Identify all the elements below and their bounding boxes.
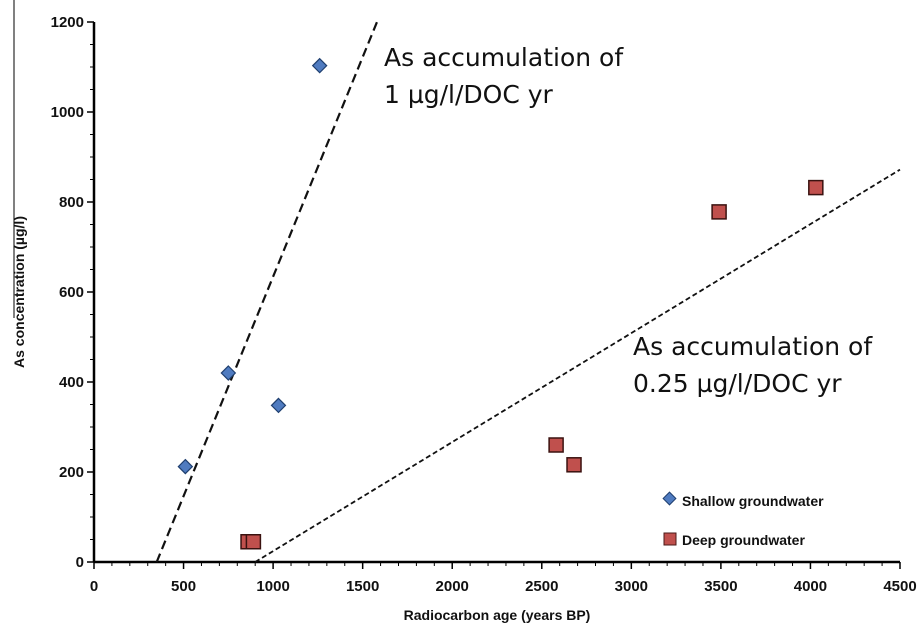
ref-line-2-label-line1: As accumulation of	[633, 332, 873, 361]
y-tick-label: 0	[76, 554, 84, 571]
shallow-groundwater-point	[220, 365, 237, 381]
x-tick-label: 3500	[704, 578, 737, 595]
deep-groundwater-point	[711, 204, 727, 220]
x-axis-label: Radiocarbon age (years BP)	[404, 607, 591, 623]
x-tick-label: 2000	[436, 578, 469, 595]
reference-line-2	[254, 168, 901, 563]
x-tick-label: 4000	[794, 578, 827, 595]
shallow-groundwater-point	[177, 458, 194, 475]
deep-groundwater-point	[548, 437, 564, 453]
x-tick-label: 0	[90, 578, 98, 595]
x-tick-label: 2500	[525, 578, 558, 595]
shallow-groundwater-point	[311, 57, 328, 74]
y-tick-label: 1000	[51, 104, 84, 121]
reference-line-1	[155, 21, 379, 563]
y-tick-label: 200	[59, 464, 84, 481]
legend-deep-label: Deep groundwater	[682, 532, 805, 548]
x-tick-label: 500	[171, 578, 196, 595]
x-tick-label: 4500	[883, 578, 916, 595]
legend-deep-marker	[663, 532, 677, 546]
x-tick-label: 3000	[615, 578, 648, 595]
y-tick-label: 600	[59, 284, 84, 301]
y-tick-label: 800	[59, 194, 84, 211]
deep-groundwater-point	[808, 179, 824, 196]
y-tick-label: 1200	[51, 14, 84, 31]
x-tick-label: 1000	[256, 578, 289, 595]
legend-shallow-marker	[662, 491, 677, 506]
y-tick-label: 400	[59, 374, 84, 391]
legend-shallow-label: Shallow groundwater	[682, 493, 824, 509]
ref-line-2-label-line2: 0.25 µg/l/DOC yr	[633, 369, 842, 398]
legend: Shallow groundwater Deep groundwater	[662, 491, 824, 548]
shallow-groundwater-point	[270, 397, 287, 414]
y-axis-label: As concentration (µg/l)	[11, 216, 27, 368]
ref-line-1-label-line2: 1 µg/l/DOC yr	[384, 80, 554, 109]
deep-groundwater-point	[245, 534, 262, 550]
deep-groundwater-point	[566, 457, 582, 473]
ref-line-1-label-line1: As accumulation of	[384, 43, 624, 72]
x-tick-label: 1500	[346, 578, 379, 595]
